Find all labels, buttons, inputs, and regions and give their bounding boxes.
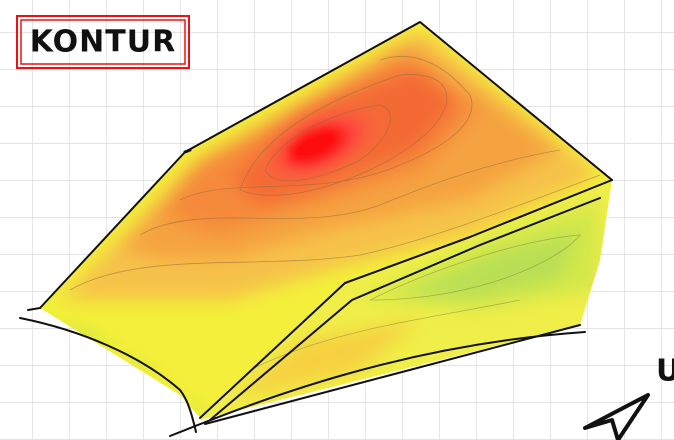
- map-title: KONTUR: [30, 25, 176, 60]
- north-label: U: [656, 354, 674, 389]
- north-arrow: U: [583, 354, 674, 440]
- title-box: KONTUR: [16, 15, 190, 69]
- outlines: [19, 21, 613, 437]
